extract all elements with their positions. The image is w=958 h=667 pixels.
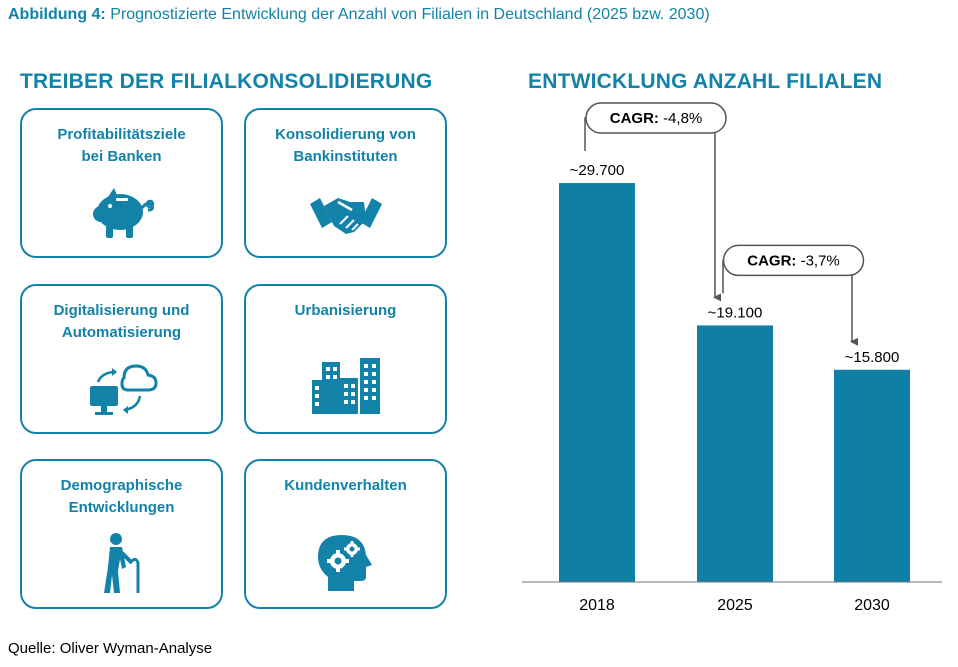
driver-card-urbanization: Urbanisierung xyxy=(244,284,447,434)
city-buildings-icon xyxy=(308,356,384,420)
driver-label: Urbanisierung xyxy=(294,302,397,319)
category-label-2018: 2018 xyxy=(579,597,615,614)
value-label-2030: ~15.800 xyxy=(845,349,900,366)
bar-2018 xyxy=(559,183,635,582)
driver-label: Konsolidierung von Bankinstituten xyxy=(275,126,416,165)
driver-label: Digitalisierung und Automatisierung xyxy=(53,302,190,341)
value-label-2025: ~19.100 xyxy=(708,304,763,321)
figure-title-text: Prognostizierte Entwicklung der Anzahl v… xyxy=(110,6,710,23)
cagr-annotation-1: CAGR: -4,8% xyxy=(584,102,727,302)
figure-number: Abbildung 4: xyxy=(8,6,106,23)
driver-card-customer-behavior: Kundenverhalten xyxy=(244,459,447,609)
driver-card-demography: Demographische Entwicklungen xyxy=(20,459,223,609)
driver-card-consolidation: Konsolidierung von Bankinstituten xyxy=(244,108,447,258)
source-note: Quelle: Oliver Wyman-Analyse xyxy=(8,640,213,657)
driver-label: Profitabilitätsziele bei Banken xyxy=(57,126,186,165)
bar-2025 xyxy=(697,325,773,582)
cagr-bubble-1 xyxy=(585,102,727,134)
handshake-icon xyxy=(308,180,384,244)
cagr-text-2: CAGR: -3,7% xyxy=(747,252,840,269)
cloud-computer-sync-icon xyxy=(84,356,160,420)
figure-title: Abbildung 4: Prognostizierte Entwicklung… xyxy=(8,6,710,24)
driver-card-digitalization: Digitalisierung und Automatisierung xyxy=(20,284,223,434)
bar-chart: ~29.700 2018 ~19.100 2025 ~15.800 2030 CAGR: … xyxy=(522,102,942,614)
piggy-bank-icon xyxy=(84,180,160,244)
category-label-2025: 2025 xyxy=(717,597,753,614)
driver-label: Kundenverhalten xyxy=(284,477,407,494)
driver-label: Demographische Entwicklungen xyxy=(60,477,183,516)
driver-card-profitability: Profitabilitätsziele bei Banken xyxy=(20,108,223,258)
value-label-2018: ~29.700 xyxy=(570,162,625,179)
cagr-annotation-2: CAGR: -3,7% xyxy=(722,244,865,346)
bar-2030 xyxy=(834,369,910,582)
drivers-heading: TREIBER DER FILIALKONSOLIDIERUNG xyxy=(20,70,433,93)
chart-heading: ENTWICKLUNG ANZAHL FILIALEN xyxy=(528,70,883,93)
cagr-bubble-2 xyxy=(722,244,865,277)
category-label-2030: 2030 xyxy=(854,597,890,614)
head-gears-icon xyxy=(308,531,384,595)
elderly-person-icon xyxy=(84,531,160,595)
cagr-text-1: CAGR: -4,8% xyxy=(610,110,703,127)
